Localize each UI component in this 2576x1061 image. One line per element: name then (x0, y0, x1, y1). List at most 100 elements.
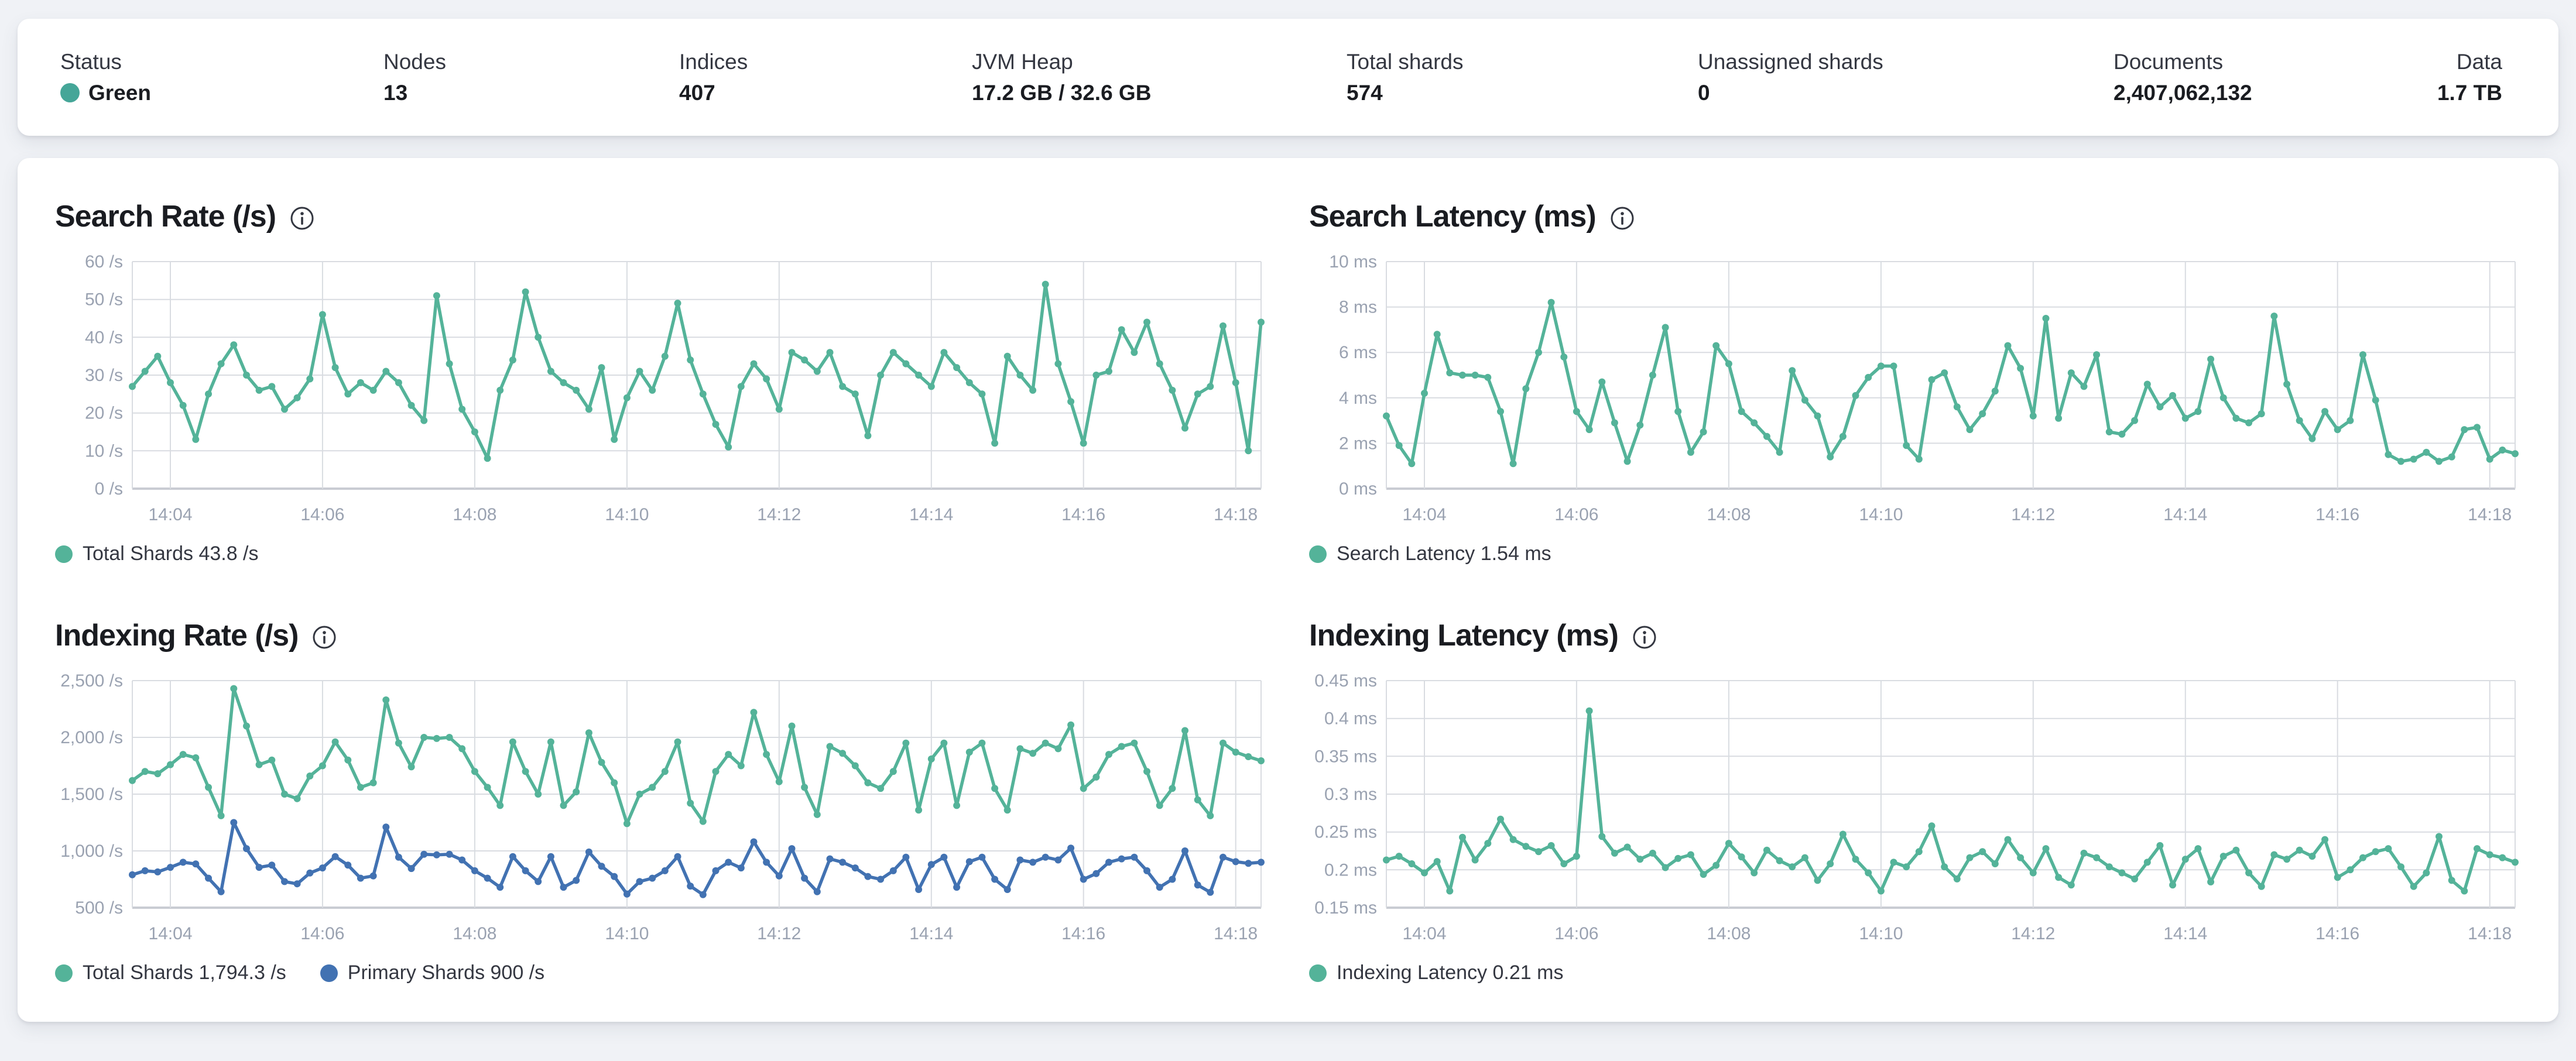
metric-value: 13 (383, 81, 408, 105)
charts-grid: Search Rate (/s) 60 /s 50 /s 40 /s 30 /s 20 … (55, 200, 2521, 984)
chart-title: Indexing Latency (ms) (1309, 619, 1619, 653)
legend-label: Total Shards 1,794.3 /s (83, 962, 286, 984)
search-rate-plot[interactable]: 60 /s 50 /s 40 /s 30 /s 20 /s 10 /s 0 /s 14:04 1… (55, 253, 1267, 528)
svg-text:14:10: 14:10 (605, 924, 649, 943)
metric-value: 1.7 TB (2437, 81, 2502, 105)
metric-nodes: Nodes 13 (383, 51, 679, 104)
svg-text:14:06: 14:06 (300, 924, 344, 943)
info-icon[interactable] (1632, 625, 1657, 650)
svg-text:14:08: 14:08 (1707, 505, 1751, 524)
metric-label: Data (2456, 50, 2502, 74)
metric-documents: Documents 2,407,062,132 (2113, 51, 2437, 104)
indexing-latency-plot[interactable]: 0.45 ms 0.4 ms 0.35 ms 0.3 ms 0.25 ms 0.2 ms 0… (1309, 672, 2521, 947)
metric-status: Status Green (60, 51, 383, 104)
legend-label: Search Latency 1.54 ms (1337, 542, 1551, 565)
indexing-latency-chart-svg[interactable]: 0.45 ms 0.4 ms 0.35 ms 0.3 ms 0.25 ms 0.2 ms 0… (1309, 672, 2521, 947)
svg-text:14:06: 14:06 (1554, 924, 1598, 943)
status-text: Green (88, 81, 151, 105)
svg-text:0.45 ms: 0.45 ms (1314, 672, 1377, 691)
metric-value: 17.2 GB / 32.6 GB (972, 81, 1152, 105)
search-rate-chart-svg[interactable]: 60 /s 50 /s 40 /s 30 /s 20 /s 10 /s 0 /s 14:04 1… (55, 253, 1267, 528)
search-rate-legend: Total Shards 43.8 /s (55, 542, 1267, 565)
metric-label: Total shards (1347, 50, 1464, 74)
svg-text:0.2 ms: 0.2 ms (1324, 861, 1377, 880)
svg-text:0.15 ms: 0.15 ms (1314, 898, 1377, 918)
svg-text:14:04: 14:04 (1402, 505, 1446, 524)
info-icon[interactable] (1610, 206, 1635, 231)
svg-text:0.35 ms: 0.35 ms (1314, 747, 1377, 767)
metric-value: 574 (1347, 81, 1383, 105)
svg-text:14:14: 14:14 (909, 924, 953, 943)
legend-label: Total Shards 43.8 /s (83, 542, 259, 565)
metric-unassigned-shards: Unassigned shards 0 (1698, 51, 2113, 104)
svg-text:14:10: 14:10 (1859, 505, 1903, 524)
metric-label: Status (60, 50, 122, 74)
svg-text:4 ms: 4 ms (1339, 389, 1377, 408)
svg-text:14:16: 14:16 (2315, 505, 2359, 524)
indexing-rate-chart-svg[interactable]: 2,500 /s 2,000 /s 1,500 /s 1,000 /s 500 /s 14… (55, 672, 1267, 947)
svg-text:14:18: 14:18 (2468, 505, 2512, 524)
search-latency-chart-svg[interactable]: 10 ms 8 ms 6 ms 4 ms 2 ms 0 ms 14:04 14:06 14:08… (1309, 253, 2521, 528)
svg-text:50 /s: 50 /s (85, 290, 123, 310)
svg-text:10 ms: 10 ms (1329, 253, 1377, 272)
search-rate-chart: Search Rate (/s) 60 /s 50 /s 40 /s 30 /s 20 … (55, 200, 1267, 565)
info-icon[interactable] (312, 625, 337, 650)
svg-text:500 /s: 500 /s (75, 898, 123, 918)
svg-text:14:14: 14:14 (2163, 505, 2207, 524)
cluster-metrics-panel: Search Rate (/s) 60 /s 50 /s 40 /s 30 /s 20 … (18, 158, 2558, 1022)
svg-text:14:10: 14:10 (605, 505, 649, 524)
status-green-dot-icon (60, 83, 80, 102)
svg-text:2 ms: 2 ms (1339, 434, 1377, 454)
metric-value: 2,407,062,132 (2113, 81, 2252, 105)
svg-text:20 /s: 20 /s (85, 404, 123, 423)
metric-label: Nodes (383, 50, 446, 74)
svg-text:14:12: 14:12 (757, 924, 801, 943)
chart-title-row: Indexing Latency (ms) (1309, 619, 2521, 653)
svg-text:0.25 ms: 0.25 ms (1314, 823, 1377, 842)
legend-dot-icon (55, 964, 73, 982)
indexing-latency-legend: Indexing Latency 0.21 ms (1309, 962, 2521, 984)
svg-text:14:08: 14:08 (453, 505, 496, 524)
svg-text:14:14: 14:14 (2163, 924, 2207, 943)
legend-label: Primary Shards 900 /s (347, 962, 545, 984)
metric-jvm-heap: JVM Heap 17.2 GB / 32.6 GB (972, 51, 1347, 104)
legend-dot-icon (1309, 545, 1327, 563)
legend-item-total-shards: Total Shards 1,794.3 /s (55, 962, 286, 984)
search-latency-plot[interactable]: 10 ms 8 ms 6 ms 4 ms 2 ms 0 ms 14:04 14:06 14:08… (1309, 253, 2521, 528)
svg-text:14:08: 14:08 (453, 924, 496, 943)
svg-text:2,500 /s: 2,500 /s (60, 672, 123, 691)
metric-indices: Indices 407 (679, 51, 972, 104)
svg-text:6 ms: 6 ms (1339, 343, 1377, 362)
svg-text:14:16: 14:16 (1061, 505, 1105, 524)
svg-text:14:06: 14:06 (300, 505, 344, 524)
indexing-rate-plot[interactable]: 2,500 /s 2,000 /s 1,500 /s 1,000 /s 500 /s 14… (55, 672, 1267, 947)
svg-text:14:18: 14:18 (1214, 505, 1258, 524)
chart-title: Search Latency (ms) (1309, 200, 1597, 234)
svg-text:14:10: 14:10 (1859, 924, 1903, 943)
metric-data-size: Data 1.7 TB (2437, 51, 2502, 104)
svg-text:2,000 /s: 2,000 /s (60, 728, 123, 747)
svg-text:0.3 ms: 0.3 ms (1324, 785, 1377, 804)
svg-text:1,500 /s: 1,500 /s (60, 785, 123, 804)
svg-text:14:04: 14:04 (1402, 924, 1446, 943)
info-icon[interactable] (290, 206, 314, 231)
chart-title-row: Search Rate (/s) (55, 200, 1267, 234)
metric-label: Documents (2113, 50, 2224, 74)
metric-label: JVM Heap (972, 50, 1073, 74)
legend-item-search-latency: Search Latency 1.54 ms (1309, 542, 1551, 565)
chart-title-row: Indexing Rate (/s) (55, 619, 1267, 653)
indexing-rate-legend: Total Shards 1,794.3 /s Primary Shards 90… (55, 962, 1267, 984)
legend-item-indexing-latency: Indexing Latency 0.21 ms (1309, 962, 1563, 984)
svg-text:14:08: 14:08 (1707, 924, 1751, 943)
svg-text:14:12: 14:12 (2011, 505, 2055, 524)
svg-text:14:06: 14:06 (1554, 505, 1598, 524)
svg-text:60 /s: 60 /s (85, 253, 123, 272)
legend-dot-icon (320, 964, 338, 982)
indexing-rate-chart: Indexing Rate (/s) 2,500 /s 2,000 /s 1,500… (55, 619, 1267, 984)
chart-title: Indexing Rate (/s) (55, 619, 299, 653)
svg-text:14:18: 14:18 (2468, 924, 2512, 943)
svg-text:14:12: 14:12 (757, 505, 801, 524)
cluster-summary-bar: Status Green Nodes 13 Indices 407 JVM He… (18, 19, 2558, 136)
svg-text:14:04: 14:04 (148, 505, 192, 524)
svg-text:14:16: 14:16 (1061, 924, 1105, 943)
